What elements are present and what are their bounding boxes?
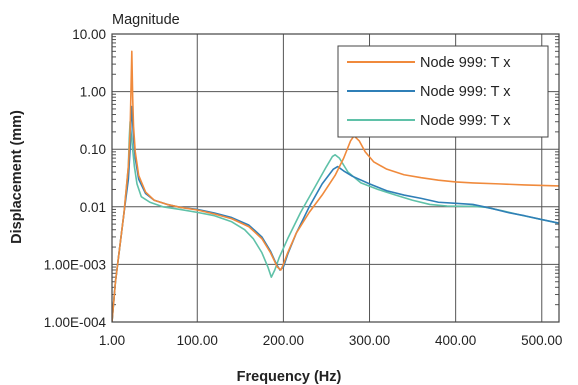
series-line-1 — [112, 50, 559, 322]
series-line-2 — [112, 105, 559, 322]
y-axis-title: Displacement (mm) — [9, 110, 25, 244]
chart-title: Magnitude — [112, 12, 180, 28]
x-tick-label: 300.00 — [349, 333, 390, 348]
legend-label: Node 999: T x — [420, 84, 511, 100]
x-tick-label: 1.00 — [99, 333, 125, 348]
y-tick-label: 0.10 — [80, 142, 106, 157]
x-axis-title: Frequency (Hz) — [237, 369, 342, 385]
x-tick-label: 400.00 — [435, 333, 476, 348]
y-tick-label: 1.00E-004 — [44, 315, 107, 330]
x-tick-label: 500.00 — [521, 333, 562, 348]
y-tick-label: 0.01 — [80, 200, 106, 215]
tick-labels: 1.00 100.00 200.00 300.00 400.00 500.00 10.00 1… — [44, 27, 563, 348]
plot-frame — [111, 33, 560, 323]
plot-area-border — [111, 33, 560, 323]
series-layer — [112, 50, 559, 322]
series-line-3 — [112, 120, 559, 322]
y-tick-label: 1.00E-003 — [44, 257, 106, 272]
legend-label: Node 999: T x — [420, 55, 511, 71]
legend-label: Node 999: T x — [420, 113, 511, 129]
legend[interactable]: Node 999: T x Node 999: T x Node 999: T x — [337, 45, 549, 138]
y-tick-label: 1.00 — [80, 85, 106, 100]
x-tick-label: 200.00 — [263, 333, 304, 348]
x-tick-label: 100.00 — [177, 333, 218, 348]
y-tick-label: 10.00 — [72, 27, 106, 42]
